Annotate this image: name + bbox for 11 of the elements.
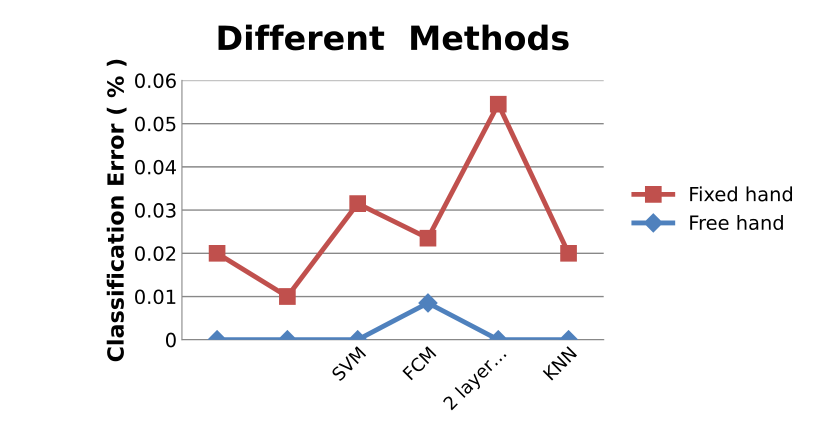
y-axis-title: Classification Error ( % ) — [106, 60, 127, 362]
y-tick-label: 0.06 — [135, 73, 176, 88]
y-tick-label: 0.03 — [135, 203, 176, 218]
y-tick-label: 0 — [166, 332, 176, 348]
chart-title: Different Methods — [218, 24, 569, 50]
legend-label: Free hand — [690, 214, 783, 230]
y-tick-label: 0.01 — [135, 289, 176, 304]
legend-label: Fixed hand — [690, 186, 792, 202]
y-tick-label: 0.02 — [135, 246, 176, 261]
y-tick-label: 0.05 — [135, 116, 176, 132]
y-tick-label: 0.04 — [135, 160, 176, 175]
